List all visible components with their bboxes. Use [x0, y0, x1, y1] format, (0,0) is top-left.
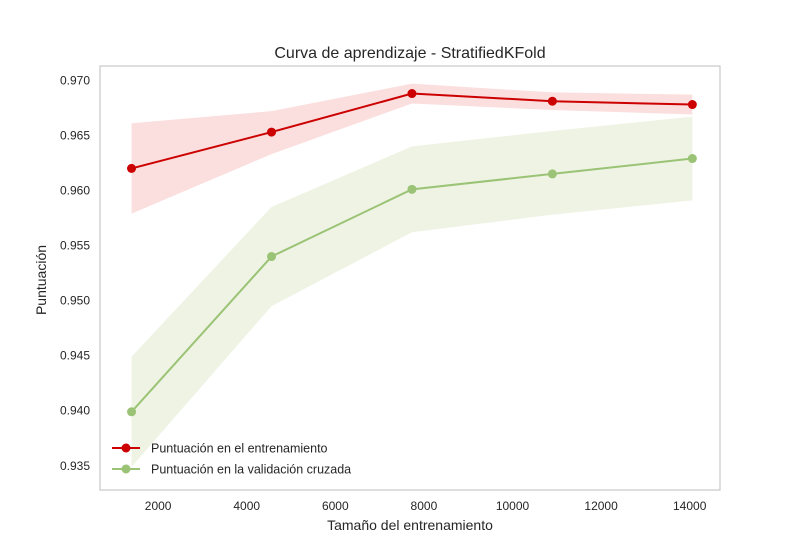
point-series-1-3 — [547, 169, 557, 179]
band-series-1 — [131, 116, 693, 467]
point-series-1-2 — [407, 184, 417, 194]
y-tick-label: 0.970 — [60, 73, 90, 87]
x-tick-label: 2000 — [145, 499, 172, 513]
point-series-0-0 — [127, 163, 137, 173]
x-tick-label: 14000 — [673, 499, 707, 513]
legend-label-1: Puntuación en la validación cruzada — [151, 463, 351, 477]
legend-label-0: Puntuación en el entrenamiento — [151, 442, 328, 456]
y-axis-label: Puntuación — [33, 245, 49, 315]
band-series-0 — [131, 83, 693, 214]
point-series-0-3 — [547, 96, 557, 106]
plot-frame — [99, 65, 721, 491]
y-tick-label: 0.940 — [60, 404, 90, 418]
x-tick-label: 8000 — [411, 499, 438, 513]
y-tick-label: 0.950 — [60, 294, 90, 308]
y-tick-label: 0.945 — [60, 349, 90, 363]
x-axis-ticks: 2000 4000 6000 8000 10000 12000 14000 — [145, 499, 707, 513]
point-series-1-1 — [267, 252, 277, 262]
point-series-0-4 — [687, 100, 697, 110]
y-tick-label: 0.935 — [60, 459, 90, 473]
y-tick-label: 0.955 — [60, 239, 90, 253]
y-tick-label: 0.960 — [60, 183, 90, 197]
y-tick-label: 0.965 — [60, 128, 90, 142]
legend-marker-1 — [121, 464, 131, 474]
point-series-1-0 — [127, 407, 137, 417]
y-axis-ticks: 0.935 0.940 0.945 0.950 0.955 0.960 0.965 0.970 — [60, 73, 90, 472]
chart-title: Curva de aprendizaje - StratifiedKFold — [274, 45, 545, 62]
legend-entry-0: Puntuación en el entrenamiento — [112, 442, 328, 456]
point-series-0-1 — [267, 127, 277, 137]
x-tick-label: 12000 — [584, 499, 618, 513]
legend-entry-1: Puntuación en la validación cruzada — [112, 463, 351, 477]
legend-marker-0 — [121, 443, 131, 453]
x-tick-label: 4000 — [233, 499, 260, 513]
series-points — [127, 89, 697, 417]
x-axis-label: Tamaño del entrenamiento — [327, 517, 493, 533]
x-tick-label: 10000 — [496, 499, 530, 513]
point-series-0-2 — [407, 89, 417, 99]
point-series-1-4 — [687, 154, 697, 164]
confidence-bands — [131, 83, 693, 467]
legend: Puntuación en el entrenamiento Puntuación… — [112, 442, 351, 477]
x-tick-label: 6000 — [322, 499, 349, 513]
